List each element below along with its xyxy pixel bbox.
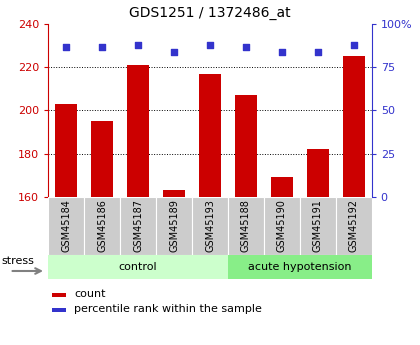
Text: stress: stress	[1, 256, 34, 266]
Point	[350, 42, 357, 48]
Bar	[228, 255, 372, 279]
Text: acute hypotension: acute hypotension	[248, 263, 352, 272]
Text: GSM45191: GSM45191	[313, 199, 323, 253]
Text: GSM45188: GSM45188	[241, 199, 251, 253]
Point	[135, 42, 142, 48]
Bar	[228, 197, 264, 255]
Text: GSM45189: GSM45189	[169, 199, 179, 253]
Bar	[163, 190, 185, 197]
Bar	[192, 197, 228, 255]
Text: GSM45187: GSM45187	[133, 199, 143, 253]
Bar	[48, 255, 228, 279]
Bar	[120, 197, 156, 255]
Point	[278, 49, 285, 55]
Bar	[199, 74, 221, 197]
Point	[243, 44, 249, 49]
Text: GSM45192: GSM45192	[349, 199, 359, 253]
Bar	[235, 95, 257, 197]
Bar	[156, 197, 192, 255]
Bar	[84, 197, 120, 255]
Point	[171, 49, 177, 55]
Bar	[48, 197, 84, 255]
Bar	[92, 121, 113, 197]
Text: GSM45186: GSM45186	[97, 199, 107, 253]
Text: GSM45193: GSM45193	[205, 199, 215, 253]
Text: count: count	[74, 289, 106, 299]
Point	[315, 49, 321, 55]
Point	[99, 44, 105, 49]
Bar	[343, 57, 365, 197]
Point	[63, 44, 70, 49]
Text: control: control	[119, 263, 158, 272]
Bar	[52, 293, 66, 297]
Title: GDS1251 / 1372486_at: GDS1251 / 1372486_at	[129, 6, 291, 20]
Text: GSM45190: GSM45190	[277, 199, 287, 253]
Bar	[127, 65, 149, 197]
Bar	[271, 177, 293, 197]
Point	[207, 42, 213, 48]
Text: GSM45184: GSM45184	[61, 199, 71, 253]
Bar	[264, 197, 300, 255]
Bar	[336, 197, 372, 255]
Bar	[300, 197, 336, 255]
Bar	[307, 149, 328, 197]
Text: percentile rank within the sample: percentile rank within the sample	[74, 305, 262, 314]
Bar	[52, 308, 66, 312]
Bar	[55, 104, 77, 197]
